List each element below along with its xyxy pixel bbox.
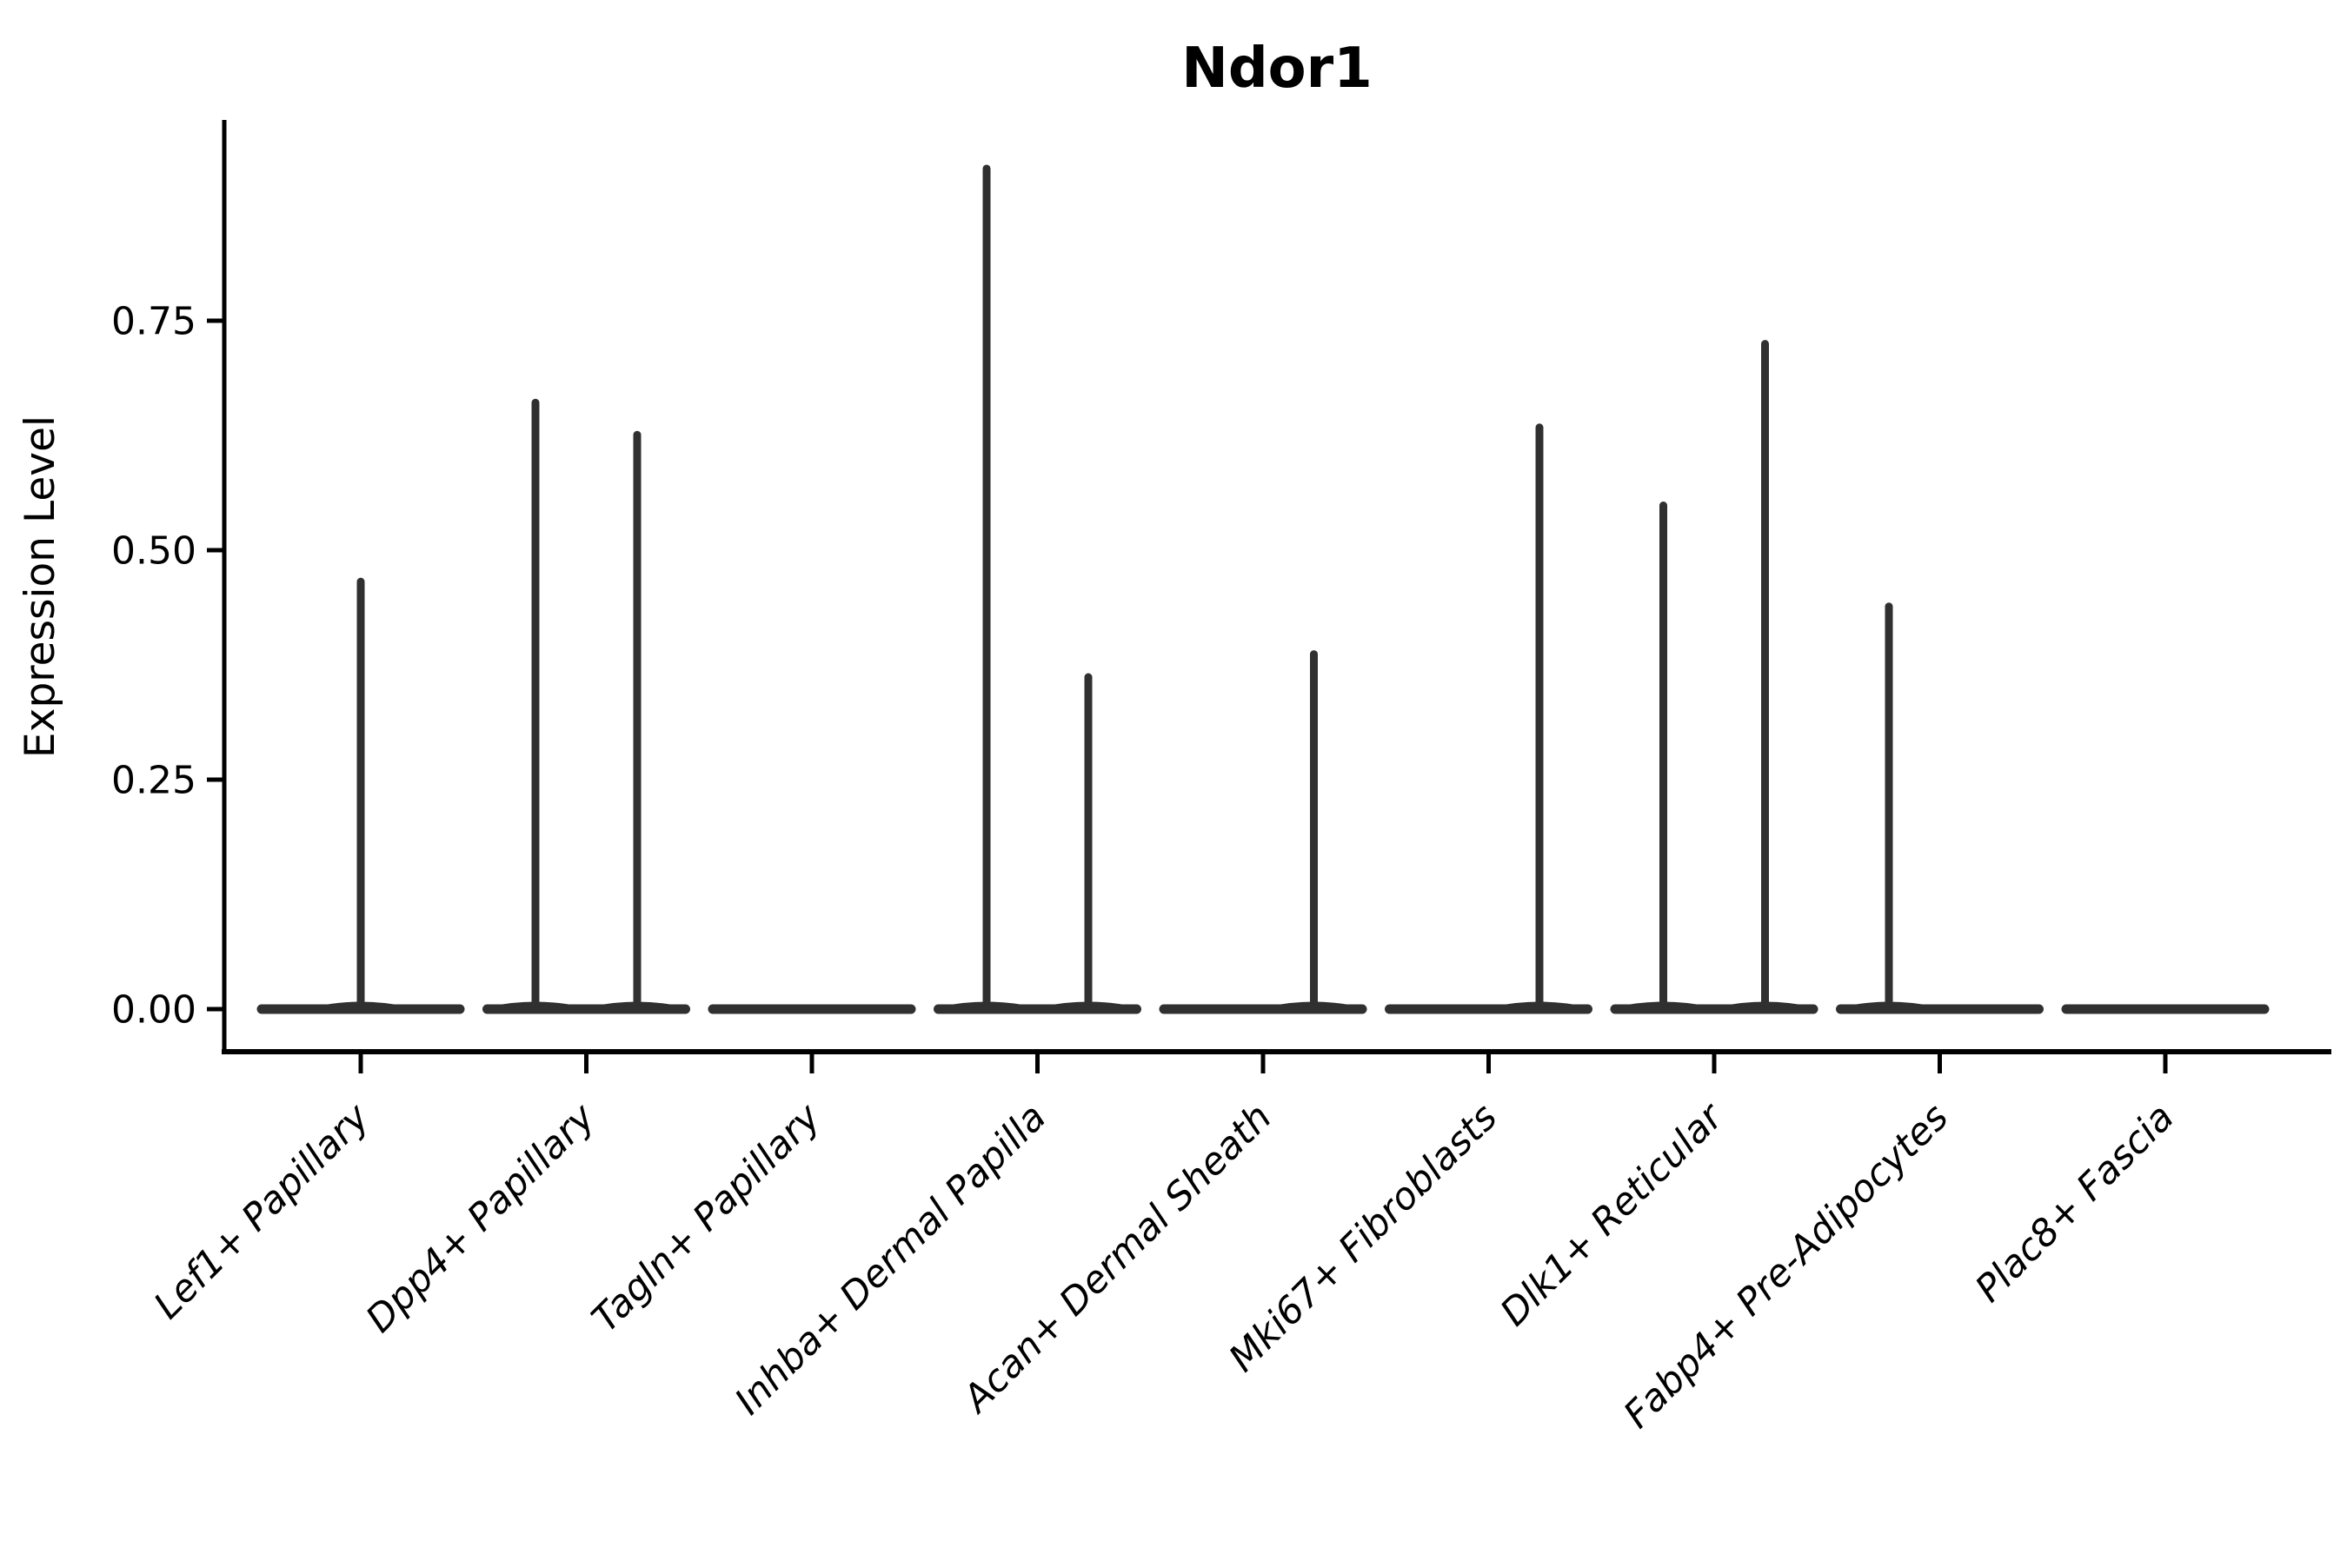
- x-tick-label: Plac8+ Fascia: [1967, 1095, 2183, 1311]
- violin: [1610, 340, 1818, 1014]
- violin-base: [1159, 1004, 1367, 1014]
- violin: [934, 164, 1141, 1014]
- violins: [256, 164, 2270, 1014]
- violin: [1159, 650, 1367, 1014]
- violin-base: [2061, 1004, 2270, 1014]
- y-tick-label: 0.75: [111, 299, 196, 343]
- y-axis-ticks: 0.00 0.25 0.50 0.75: [111, 299, 224, 1032]
- x-tick-label: Dpp4+ Papillary: [358, 1095, 604, 1341]
- violin: [1385, 423, 1592, 1014]
- y-tick-label: 0.50: [111, 528, 196, 573]
- violin-base: [1385, 1004, 1592, 1014]
- violin: [2061, 1004, 2270, 1014]
- violin-base: [1836, 1004, 2044, 1014]
- violin-base: [482, 1004, 690, 1014]
- chart-title: Ndor1: [1181, 37, 1372, 101]
- violin-base: [934, 1004, 1141, 1014]
- violin: [1836, 602, 2044, 1014]
- x-tick-label: Dlk1+ Reticular: [1493, 1094, 1733, 1335]
- y-tick-label: 0.00: [111, 987, 196, 1032]
- y-axis-label: Expression Level: [17, 415, 64, 758]
- violin: [482, 398, 690, 1014]
- violin-base: [1610, 1004, 1818, 1014]
- x-tick-label: Lef1+ Papillary: [146, 1095, 378, 1327]
- y-tick-label: 0.25: [111, 758, 196, 802]
- x-tick-label: Tagln+ Papillary: [584, 1095, 830, 1341]
- violin: [256, 577, 465, 1014]
- violin: [708, 1004, 916, 1014]
- violin-base: [708, 1004, 916, 1014]
